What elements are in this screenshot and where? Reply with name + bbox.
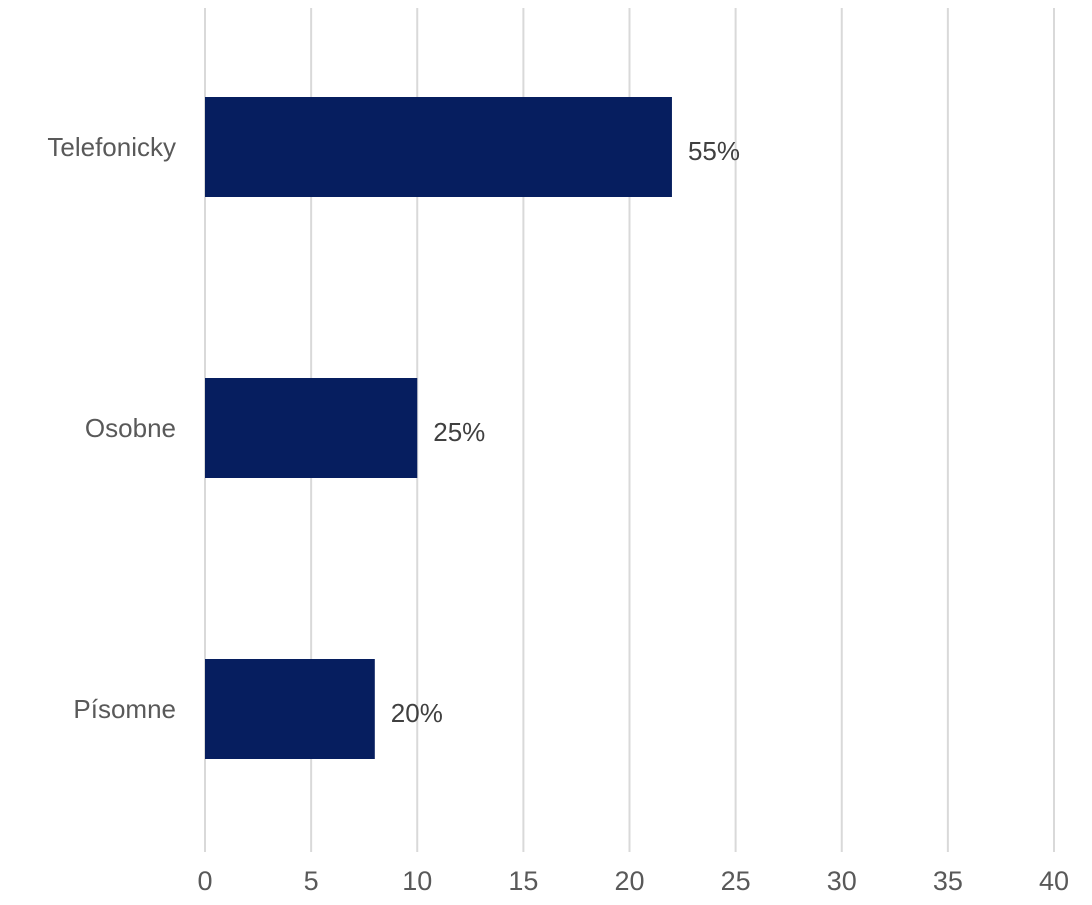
bar-osobne <box>205 378 418 478</box>
bar-písomne <box>205 659 375 759</box>
x-tick-label: 0 <box>197 866 212 896</box>
x-tick-label: 5 <box>304 866 319 896</box>
bars <box>205 97 672 759</box>
x-axis-tick-labels: 0 5 10 15 20 25 30 35 40 <box>197 866 1069 896</box>
data-label: 55% <box>688 136 740 166</box>
x-tick-label: 35 <box>933 866 963 896</box>
category-label: Telefonicky <box>47 132 176 162</box>
x-tick-label: 10 <box>402 866 432 896</box>
bar-telefonicky <box>205 97 672 197</box>
x-tick-label: 15 <box>508 866 538 896</box>
category-label: Osobne <box>85 413 176 443</box>
data-label: 25% <box>433 417 485 447</box>
data-labels: 55% 25% 20% <box>391 136 740 728</box>
x-tick-label: 25 <box>721 866 751 896</box>
x-tick-label: 30 <box>827 866 857 896</box>
category-label: Písomne <box>73 694 176 724</box>
data-label: 20% <box>391 698 443 728</box>
category-labels: Telefonicky Osobne Písomne <box>47 132 176 724</box>
x-tick-label: 20 <box>614 866 644 896</box>
x-tick-label: 40 <box>1039 866 1069 896</box>
